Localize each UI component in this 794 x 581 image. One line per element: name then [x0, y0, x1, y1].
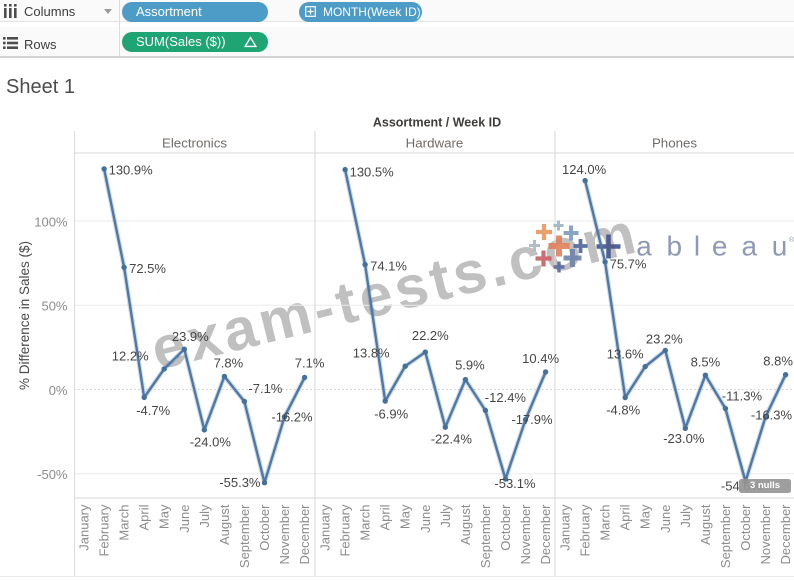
- svg-text:100%: 100%: [34, 215, 68, 230]
- svg-text:-23.0%: -23.0%: [663, 431, 705, 446]
- svg-text:23.2%: 23.2%: [646, 331, 683, 346]
- svg-text:74.1%: 74.1%: [370, 259, 407, 274]
- svg-text:Phones: Phones: [652, 136, 697, 151]
- svg-text:July: July: [678, 504, 693, 528]
- svg-text:124.0%: 124.0%: [562, 162, 607, 177]
- svg-text:a: a: [636, 231, 652, 262]
- svg-text:®: ®: [789, 235, 794, 244]
- svg-text:-22.4%: -22.4%: [431, 432, 473, 447]
- svg-text:l: l: [694, 231, 700, 262]
- svg-text:% Difference in Sales ($): % Difference in Sales ($): [17, 241, 32, 390]
- svg-text:October: October: [257, 504, 272, 551]
- svg-text:50%: 50%: [41, 299, 67, 314]
- svg-text:-4.8%: -4.8%: [606, 403, 640, 418]
- svg-text:August: August: [458, 504, 473, 545]
- svg-text:e: e: [712, 231, 728, 262]
- svg-text:0%: 0%: [49, 383, 68, 398]
- svg-text:August: August: [698, 504, 713, 545]
- svg-text:Assortment / Week ID: Assortment / Week ID: [373, 116, 501, 130]
- svg-text:September: September: [237, 504, 252, 568]
- svg-text:January: January: [558, 504, 573, 551]
- svg-text:130.5%: 130.5%: [350, 165, 395, 180]
- svg-text:-11.3%: -11.3%: [722, 389, 763, 404]
- svg-text:-53.1%: -53.1%: [494, 476, 536, 491]
- svg-text:12.2%: 12.2%: [112, 348, 149, 363]
- svg-text:October: October: [738, 504, 753, 551]
- svg-text:13.8%: 13.8%: [353, 346, 390, 361]
- svg-text:-12.4%: -12.4%: [485, 390, 527, 405]
- svg-text:September: September: [478, 504, 493, 568]
- svg-text:July: July: [197, 504, 212, 528]
- svg-text:February: February: [338, 504, 353, 557]
- svg-text:June: June: [418, 505, 433, 533]
- svg-text:March: March: [117, 505, 132, 541]
- svg-text:-17.9%: -17.9%: [511, 412, 553, 427]
- svg-text:November: November: [758, 504, 773, 565]
- svg-text:Hardware: Hardware: [406, 136, 464, 151]
- svg-text:April: April: [137, 504, 152, 530]
- svg-text:-24.0%: -24.0%: [190, 434, 232, 449]
- svg-text:-55.3%: -55.3%: [219, 475, 261, 490]
- svg-text:10.4%: 10.4%: [522, 351, 559, 366]
- svg-text:7.8%: 7.8%: [214, 355, 244, 370]
- svg-text:December: December: [538, 504, 553, 565]
- svg-text:January: January: [77, 504, 92, 551]
- svg-text:May: May: [638, 504, 653, 529]
- svg-text:November: November: [277, 504, 292, 565]
- svg-text:-16.3%: -16.3%: [751, 408, 793, 423]
- svg-text:Electronics: Electronics: [162, 136, 227, 151]
- svg-text:April: April: [378, 504, 393, 530]
- svg-text:-6.9%: -6.9%: [374, 407, 408, 422]
- svg-text:June: June: [177, 505, 192, 533]
- svg-text:March: March: [598, 505, 613, 541]
- svg-text:a: a: [742, 231, 758, 262]
- svg-text:5.9%: 5.9%: [455, 358, 485, 373]
- svg-text:75.7%: 75.7%: [610, 256, 647, 271]
- svg-text:-50%: -50%: [37, 467, 68, 482]
- svg-text:February: February: [578, 504, 593, 557]
- svg-text:72.5%: 72.5%: [129, 261, 166, 276]
- svg-text:130.9%: 130.9%: [109, 162, 154, 177]
- svg-text:8.5%: 8.5%: [691, 355, 721, 370]
- svg-text:8.8%: 8.8%: [763, 354, 793, 369]
- svg-text:September: September: [718, 504, 733, 568]
- svg-text:July: July: [438, 504, 453, 528]
- svg-text:-7.1%: -7.1%: [248, 381, 282, 396]
- svg-text:February: February: [97, 504, 112, 557]
- svg-text:u: u: [772, 231, 788, 262]
- svg-text:-4.7%: -4.7%: [136, 403, 170, 418]
- svg-text:-16.2%: -16.2%: [271, 409, 313, 424]
- svg-text:December: December: [297, 504, 312, 565]
- svg-text:November: November: [518, 504, 533, 565]
- svg-text:7.1%: 7.1%: [295, 356, 325, 371]
- svg-text:June: June: [658, 505, 673, 533]
- svg-text:May: May: [157, 504, 172, 529]
- svg-text:April: April: [618, 504, 633, 530]
- svg-text:December: December: [778, 504, 793, 565]
- svg-text:May: May: [398, 504, 413, 529]
- svg-text:13.6%: 13.6%: [607, 347, 644, 362]
- svg-text:b: b: [667, 231, 683, 262]
- svg-text:January: January: [318, 504, 333, 551]
- svg-text:22.2%: 22.2%: [412, 328, 449, 343]
- svg-text:23.9%: 23.9%: [172, 329, 209, 344]
- svg-text:August: August: [217, 504, 232, 545]
- svg-text:March: March: [358, 505, 373, 541]
- svg-text:October: October: [498, 504, 513, 551]
